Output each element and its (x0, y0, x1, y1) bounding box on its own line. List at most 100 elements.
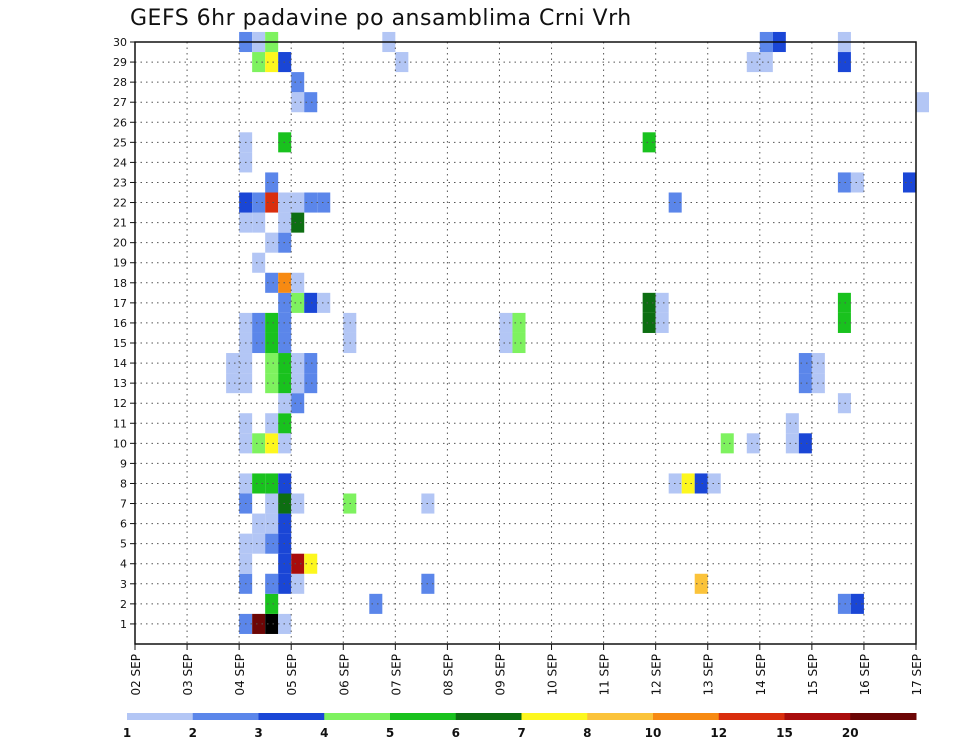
heatmap-cell (655, 292, 669, 313)
heatmap-cell (291, 212, 305, 233)
x-tick-label: 06 SEP (337, 654, 351, 696)
y-tick-label: 28 (113, 76, 127, 89)
heatmap-cell (304, 92, 318, 113)
y-tick-label: 16 (113, 317, 127, 330)
heatmap-cell (642, 132, 656, 153)
heatmap-cell (291, 353, 305, 374)
colorbar-tick-label: 20 (842, 726, 859, 740)
colorbar-swatch (521, 713, 588, 720)
heatmap-cell (499, 332, 513, 354)
heatmap-cell (252, 312, 266, 333)
heatmap-cell (837, 312, 851, 333)
heatmap-cell (265, 312, 279, 333)
heatmap-cell (642, 292, 656, 313)
heatmap-cell (265, 192, 279, 213)
colorbar-tick-label: 7 (517, 726, 525, 740)
heatmap-cell (759, 52, 773, 73)
y-tick-label: 13 (113, 377, 127, 390)
x-tick-label: 09 SEP (493, 654, 507, 696)
colorbar-swatch (653, 713, 720, 720)
heatmap-cell (746, 52, 760, 73)
y-tick-label: 17 (113, 297, 127, 310)
heatmap-cell (265, 493, 279, 514)
y-tick-label: 4 (120, 558, 127, 571)
heatmap-cell (837, 172, 851, 193)
y-tick-label: 12 (113, 397, 127, 410)
heatmap-cell (291, 393, 305, 414)
heatmap-cell (837, 52, 851, 73)
heatmap-cell (252, 252, 266, 273)
heatmap-cell (252, 533, 266, 554)
colorbar-tick-label: 4 (320, 726, 328, 740)
heatmap-cell (785, 433, 799, 454)
heatmap-cell (902, 172, 916, 193)
heatmap-cell (785, 413, 799, 434)
colorbar-swatch (455, 713, 522, 720)
x-tick-label: 02 SEP (129, 654, 143, 696)
heatmap-cell (304, 192, 318, 213)
heatmap-cell (291, 292, 305, 313)
heatmap-cell (499, 312, 513, 333)
heatmap-cell (694, 573, 708, 594)
heatmap-cell (265, 353, 279, 374)
colorbar-swatch (587, 713, 654, 720)
y-tick-label: 19 (113, 257, 127, 270)
heatmap-cell (265, 593, 279, 614)
heatmap-cell (291, 373, 305, 394)
heatmap-cell (304, 353, 318, 374)
heatmap-cell (850, 593, 864, 614)
y-tick-label: 15 (113, 337, 127, 350)
y-tick-label: 5 (120, 538, 127, 551)
heatmap-cell (916, 92, 930, 113)
heatmap-cell (694, 473, 708, 494)
x-tick-label: 03 SEP (181, 654, 195, 696)
heatmap-cell (291, 72, 305, 93)
x-tick-label: 05 SEP (285, 654, 299, 696)
heatmap-cell (265, 52, 279, 73)
heatmap-cell (655, 312, 669, 333)
heatmap-cell (720, 433, 734, 454)
colorbar-swatch (390, 713, 457, 720)
y-axis: 1234567891011121314151617181920212223242… (113, 36, 135, 631)
y-tick-label: 29 (113, 56, 127, 69)
heatmap-cell (265, 332, 279, 354)
y-tick-label: 21 (113, 217, 127, 230)
heatmap-cell (265, 573, 279, 594)
y-tick-label: 20 (113, 237, 127, 250)
colorbar-tick-label: 1 (123, 726, 131, 740)
y-tick-label: 1 (120, 618, 127, 631)
colorbar-tick-label: 10 (645, 726, 662, 740)
heatmap-cell (252, 473, 266, 494)
heatmap-cell (642, 312, 656, 333)
heatmap-cell (291, 192, 305, 213)
heatmap-cell (837, 593, 851, 614)
y-tick-label: 9 (120, 457, 127, 470)
heatmap-cell (265, 232, 279, 253)
heatmap-cell (291, 272, 305, 293)
heatmap-cell (291, 553, 305, 574)
colorbar-tick-label: 6 (452, 726, 460, 740)
chart-title: GEFS 6hr padavine po ansamblima Crni Vrh (130, 6, 632, 31)
y-tick-label: 6 (120, 518, 127, 531)
x-tick-label: 12 SEP (650, 654, 664, 696)
heatmap-cell (226, 353, 240, 374)
colorbar-swatch (324, 713, 391, 720)
heatmap-cell (317, 292, 331, 313)
colorbar-tick-label: 5 (386, 726, 394, 740)
colorbar-swatch (718, 713, 785, 720)
heatmap-cell (226, 373, 240, 394)
x-tick-label: 13 SEP (702, 654, 716, 696)
heatmap-cell (798, 353, 812, 374)
heatmap-cell (265, 473, 279, 494)
x-tick-label: 15 SEP (806, 654, 820, 696)
colorbar-swatch (784, 713, 851, 720)
y-tick-label: 24 (113, 156, 127, 169)
x-tick-label: 14 SEP (754, 654, 768, 696)
heatmap-cell (304, 292, 318, 313)
y-tick-label: 18 (113, 277, 127, 290)
heatmap-cell (265, 413, 279, 434)
heatmap-cell (369, 593, 383, 614)
y-tick-label: 2 (120, 598, 127, 611)
heatmap-cell (707, 473, 721, 494)
x-axis: 02 SEP 03 SEP 04 SEP 05 SEP 06 SEP 07 SEP 08 S… (129, 644, 924, 696)
